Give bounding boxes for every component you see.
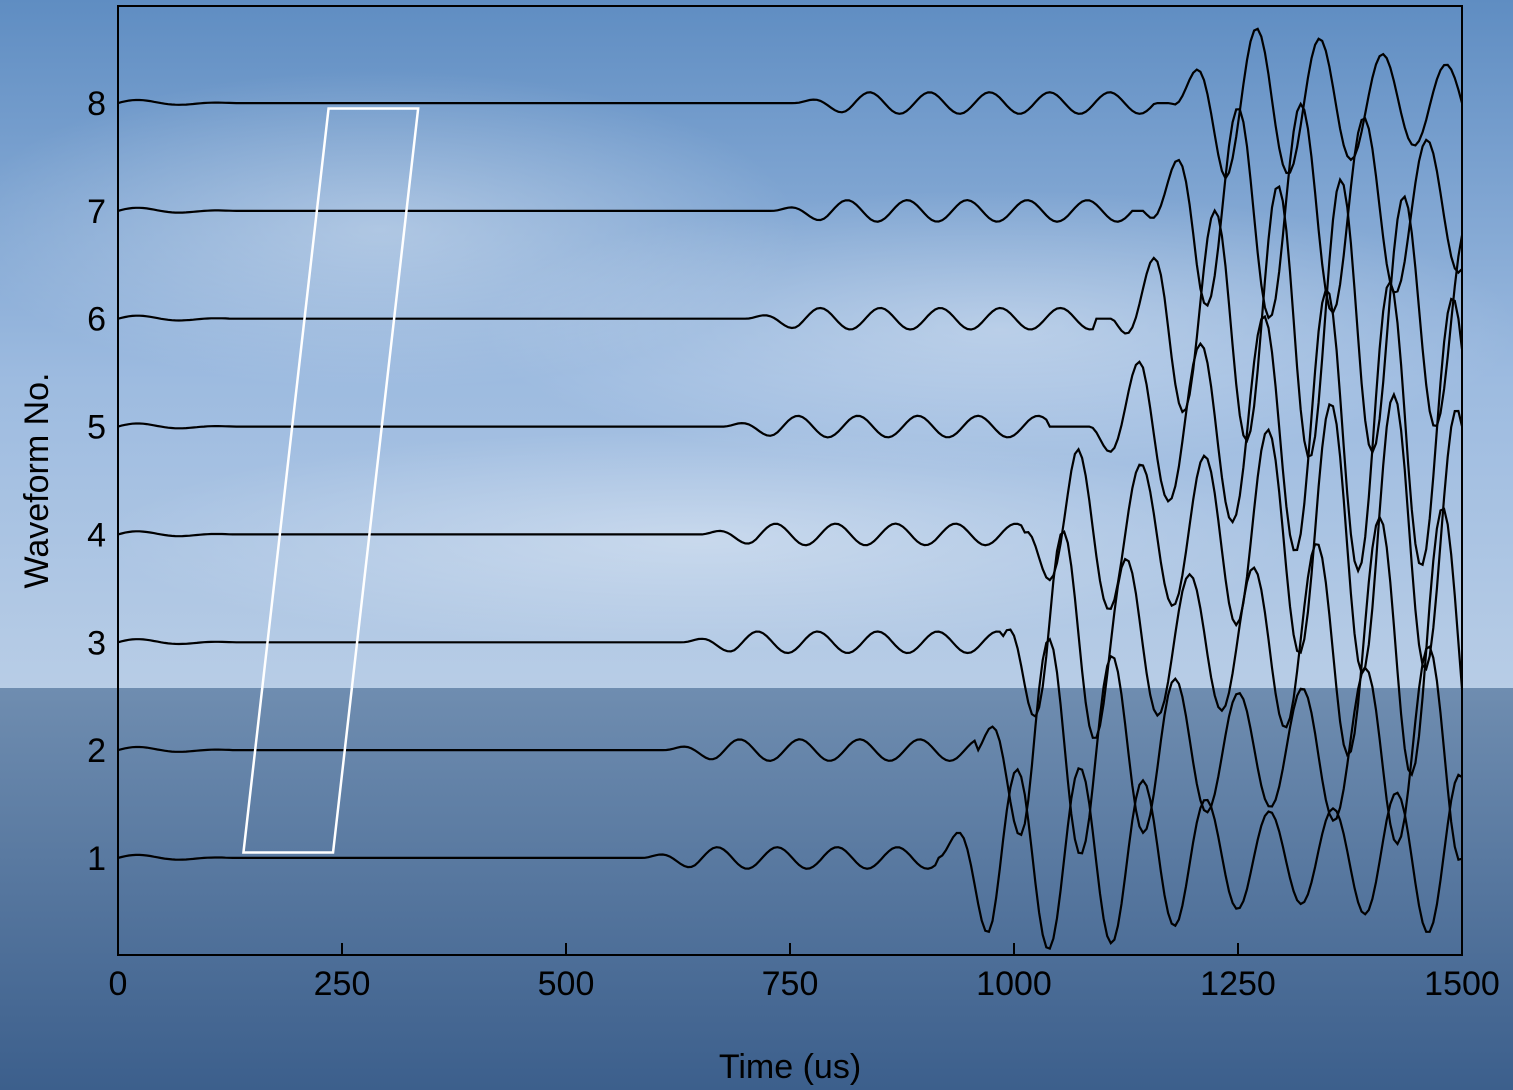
y-tick-label: 3 [87, 624, 106, 662]
y-tick-label: 2 [87, 732, 106, 770]
waveform-trace-5 [118, 278, 1462, 574]
x-tick-label: 500 [538, 965, 595, 1003]
x-tick-label: 1000 [976, 965, 1052, 1003]
y-tick-label: 8 [87, 85, 106, 123]
x-tick-label: 1250 [1200, 965, 1276, 1003]
waveform-trace-6 [118, 176, 1462, 459]
x-tick-label: 1500 [1424, 965, 1500, 1003]
x-tick-label: 0 [109, 965, 128, 1003]
waveform-trace-2 [118, 637, 1462, 862]
x-axis-ticks: 0 250 500 750 1000 1250 1500 [109, 943, 1500, 1003]
plot-frame [117, 5, 1463, 956]
y-tick-label: 1 [87, 840, 106, 878]
x-axis-title: Time (us) [719, 1048, 861, 1086]
waveform-trace-8 [118, 27, 1462, 181]
x-tick-label: 750 [762, 965, 819, 1003]
y-tick-label: 4 [87, 516, 106, 554]
waveform-trace-3 [118, 507, 1462, 778]
x-tick-label: 250 [314, 965, 371, 1003]
waveform-trace-1 [118, 766, 1462, 951]
y-tick-label: 6 [87, 301, 106, 339]
waveform-traces [118, 27, 1462, 951]
y-axis-ticks: 1 2 3 4 5 6 7 8 [87, 85, 106, 878]
y-axis-title: Waveform No. [18, 372, 56, 588]
waveform-trace-7 [118, 101, 1462, 320]
y-tick-label: 7 [87, 193, 106, 231]
y-tick-label: 5 [87, 409, 106, 447]
time-window-box [242, 107, 420, 854]
waveform-trace-4 [118, 391, 1462, 676]
